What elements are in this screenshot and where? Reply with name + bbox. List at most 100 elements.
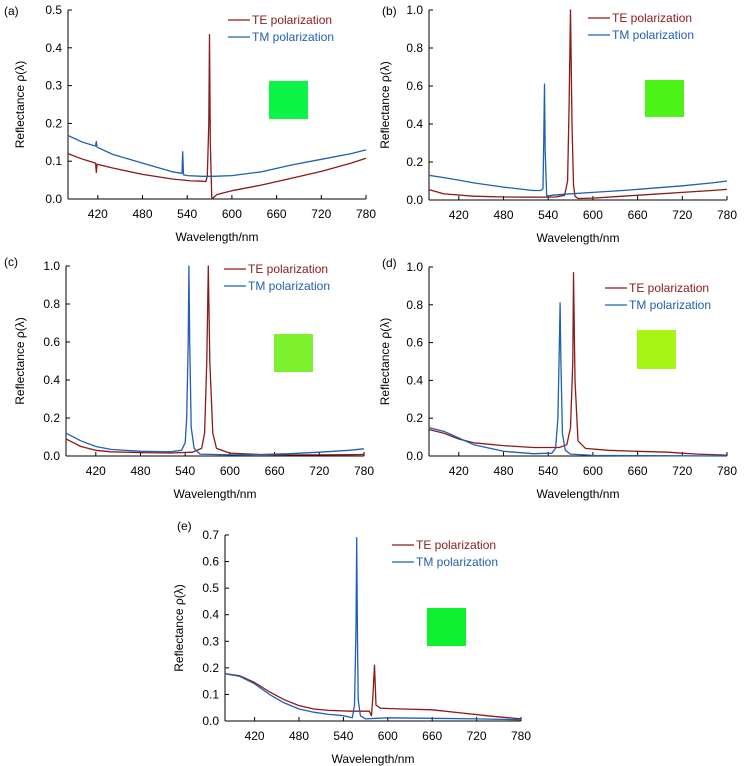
chart-panel-a: 0.0 0.1 0.2 0.3 0.4 0.5 420 480 540 600 660 720 780 W…: [4, 3, 376, 244]
x-tick-label: 420: [88, 207, 108, 221]
color-swatch: [274, 334, 313, 372]
y-tick-label: 0.0: [45, 192, 62, 206]
y-axis-title: Reflectance ρ(λ): [378, 318, 392, 406]
x-tick-label: 600: [378, 729, 398, 743]
y-tick-label: 0.3: [202, 634, 219, 648]
tm-series-line: [65, 265, 365, 456]
y-tick-label: 0.3: [45, 79, 62, 93]
x-tick-label: 600: [583, 464, 603, 478]
te-series-line: [67, 33, 367, 200]
panel-label: (e): [177, 519, 192, 533]
x-tick-label: 600: [220, 464, 240, 478]
x-axis-title: Wavelength/nm: [537, 231, 620, 245]
y-tick-label: 0.4: [43, 373, 60, 387]
x-tick-label: 660: [422, 729, 442, 743]
color-swatch: [645, 80, 684, 117]
x-tick-label: 660: [628, 208, 648, 222]
te-series-line: [428, 272, 728, 456]
color-swatch: [427, 608, 466, 646]
panel-label: (d): [382, 256, 397, 270]
tm-series-line: [224, 537, 522, 721]
x-tick-label: 720: [311, 207, 331, 221]
y-tick-label: 0.2: [406, 411, 423, 425]
y-tick-label: 0.7: [202, 528, 219, 542]
y-tick-label: 0.8: [406, 298, 423, 312]
x-tick-label: 480: [132, 207, 152, 221]
y-tick-label: 0.6: [43, 335, 60, 349]
legend-label: TM polarization: [612, 28, 694, 42]
x-tick-label: 660: [628, 464, 648, 478]
x-tick-label: 480: [130, 464, 150, 478]
x-tick-label: 480: [493, 208, 513, 222]
y-tick-label: 0.8: [43, 297, 60, 311]
x-tick-label: 720: [309, 464, 329, 478]
color-swatch: [269, 81, 308, 119]
y-tick-label: 0.6: [406, 79, 423, 93]
y-tick-label: 0.2: [202, 661, 219, 675]
x-tick-label: 780: [717, 464, 737, 478]
legend-label: TE polarization: [252, 13, 332, 27]
y-tick-label: 1.0: [406, 3, 423, 17]
legend-label: TE polarization: [629, 281, 709, 295]
x-tick-label: 720: [672, 208, 692, 222]
x-tick-label: 540: [538, 464, 558, 478]
x-tick-label: 420: [449, 464, 469, 478]
y-tick-label: 0.4: [45, 41, 62, 55]
y-axis-title: Reflectance ρ(λ): [13, 61, 27, 149]
y-tick-label: 0.4: [406, 373, 423, 387]
x-tick-label: 480: [493, 464, 513, 478]
y-tick-label: 0.2: [43, 411, 60, 425]
panel-label: (b): [382, 4, 397, 18]
x-tick-label: 420: [449, 208, 469, 222]
color-swatch: [637, 330, 676, 369]
x-tick-label: 420: [86, 464, 106, 478]
tm-series-line: [428, 302, 728, 457]
te-series-line: [65, 265, 365, 456]
x-tick-label: 600: [583, 208, 603, 222]
x-tick-label: 600: [222, 207, 242, 221]
x-axis-title: Wavelength/nm: [174, 487, 257, 501]
y-tick-label: 0.5: [202, 581, 219, 595]
chart-panel-b: 0.0 0.2 0.4 0.6 0.8 1.0 420 480 540 600 660 720 780 W…: [378, 3, 737, 245]
x-tick-label: 540: [333, 729, 353, 743]
chart-panel-d: 0.0 0.2 0.4 0.6 0.8 1.0 420 480 540 600 660 720 780 W…: [378, 256, 737, 501]
y-tick-label: 0.1: [45, 154, 62, 168]
legend-label: TM polarization: [252, 30, 334, 44]
y-tick-label: 0.0: [406, 449, 423, 463]
x-tick-label: 720: [467, 729, 487, 743]
chart-panel-c: 0.0 0.2 0.4 0.6 0.8 1.0 420 480 540 600 660 720 780 W…: [4, 255, 374, 501]
y-axis-title: Reflectance ρ(λ): [172, 584, 186, 672]
y-tick-label: 1.0: [43, 259, 60, 273]
legend-label: TE polarization: [248, 262, 328, 276]
y-tick-label: 0.1: [202, 687, 219, 701]
te-series-line: [224, 664, 522, 720]
x-axis-title: Wavelength/nm: [176, 230, 259, 244]
y-tick-label: 0.2: [406, 155, 423, 169]
y-tick-label: 0.8: [406, 41, 423, 55]
tm-series-line: [428, 83, 728, 197]
x-tick-label: 780: [511, 729, 531, 743]
panel-label: (a): [4, 4, 19, 18]
x-tick-label: 540: [175, 464, 195, 478]
y-tick-label: 0.4: [406, 117, 423, 131]
x-tick-label: 780: [354, 464, 374, 478]
x-tick-label: 720: [672, 464, 692, 478]
x-tick-label: 540: [177, 207, 197, 221]
y-tick-label: 0.6: [406, 336, 423, 350]
x-tick-label: 540: [538, 208, 558, 222]
x-axis-title: Wavelength/nm: [537, 487, 620, 501]
legend-label: TM polarization: [248, 279, 330, 293]
x-tick-label: 780: [717, 208, 737, 222]
x-tick-label: 420: [245, 729, 265, 743]
legend-label: TE polarization: [416, 538, 496, 552]
y-tick-label: 0.4: [202, 608, 219, 622]
legend-label: TM polarization: [629, 298, 711, 312]
y-axis-title: Reflectance ρ(λ): [378, 61, 392, 149]
y-tick-label: 0.0: [406, 193, 423, 207]
x-tick-label: 660: [267, 207, 287, 221]
y-tick-label: 0.2: [45, 116, 62, 130]
y-tick-label: 0.0: [43, 449, 60, 463]
chart-panel-e: 0.0 0.1 0.2 0.3 0.4 0.5 0.6 0.7 420 480 540 600 660 7…: [172, 519, 531, 766]
legend-label: TE polarization: [612, 11, 692, 25]
